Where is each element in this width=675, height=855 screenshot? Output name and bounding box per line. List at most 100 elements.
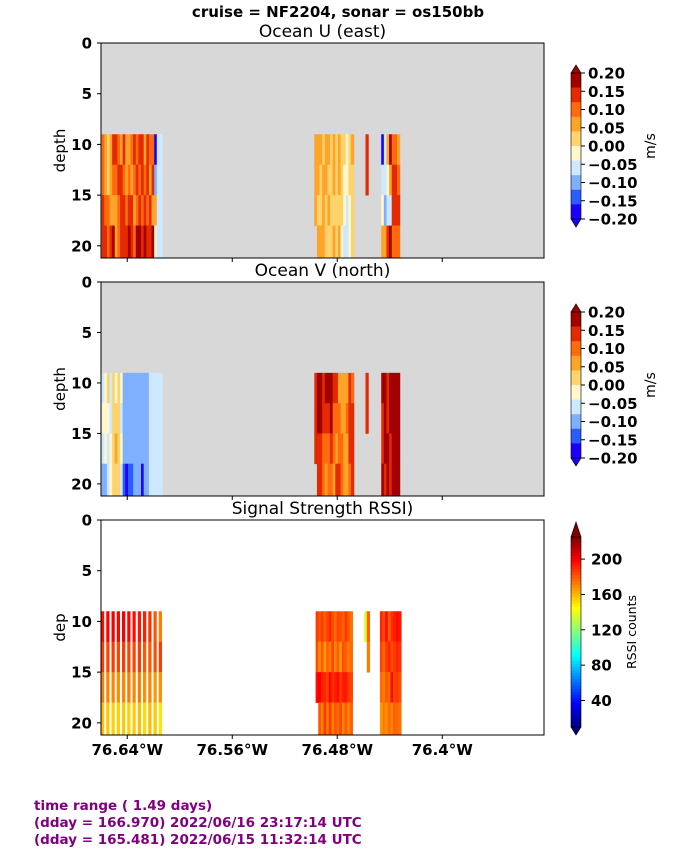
data-cell [367, 611, 370, 642]
colorbar-tick-label: 200 [591, 551, 622, 569]
time-range-line: time range ( 1.49 days) [34, 798, 362, 815]
figure: cruise = NF2204, sonar = os150bb Ocean U… [0, 0, 675, 855]
colorbar-segment [571, 312, 581, 327]
data-cell [106, 642, 109, 673]
colorbar-tick-label: 0.10 [588, 101, 625, 119]
data-cell [351, 403, 354, 434]
colorbar-segment [571, 670, 581, 674]
colorbar-segment [571, 721, 581, 725]
data-cell [143, 672, 146, 703]
data-cell [122, 642, 125, 673]
data-cell [397, 464, 400, 497]
data-cell [398, 703, 401, 736]
colorbar-tick-label: 0.15 [588, 83, 625, 101]
data-cell [138, 703, 141, 736]
colorbar-extend-min [571, 458, 581, 466]
colorbar-segment [571, 651, 581, 655]
colorbar-segment [571, 623, 581, 627]
colorbar-segment [571, 585, 581, 589]
colorbar-segment [571, 638, 581, 642]
data-cell [127, 672, 130, 703]
data-cell [148, 642, 151, 673]
data-cell [143, 642, 146, 673]
data-cell [397, 403, 400, 434]
y-tick-label: 15 [71, 187, 92, 205]
colorbar-segment [571, 400, 581, 415]
colorbar-tick-label: 40 [591, 692, 612, 710]
x-tick-label: 76.64°W [92, 741, 164, 759]
colorbar-extend-max [571, 522, 581, 537]
data-cell [351, 373, 354, 404]
y-tick-label: 10 [71, 374, 92, 392]
colorbar-tick-label: −0.05 [588, 395, 638, 413]
colorbar-segment [571, 594, 581, 598]
colorbar-tick-label: −0.20 [588, 211, 638, 229]
y-tick-label: 5 [82, 562, 92, 580]
data-cell [159, 672, 162, 703]
colorbar-segment [571, 680, 581, 684]
data-cell [143, 611, 146, 642]
colorbar-segment [571, 575, 581, 579]
y-tick-label: 0 [82, 512, 92, 530]
colorbar-segment [571, 161, 581, 176]
colorbar-segment [571, 443, 581, 458]
colorbar-tick-label: 0.20 [588, 304, 625, 322]
y-tick-label: 5 [82, 85, 92, 103]
data-cell [351, 433, 354, 464]
colorbar-segment [571, 635, 581, 639]
data-cell [351, 134, 354, 165]
colorbar-tick-label: 0.10 [588, 340, 625, 358]
data-cell [350, 642, 353, 673]
colorbar-tick-label: −0.05 [588, 156, 638, 174]
data-cell [397, 195, 400, 226]
colorbar-segment [571, 73, 581, 88]
data-cell [397, 165, 400, 196]
data-cell [117, 703, 120, 736]
colorbar-tick-label: 0.00 [588, 377, 625, 395]
colorbar-tick-label: 0.20 [588, 65, 625, 83]
data-cell [351, 226, 354, 259]
colorbar-segment [571, 429, 581, 444]
colorbar-segment [571, 547, 581, 551]
y-axis-label: dep [51, 613, 69, 641]
colorbar-segment [571, 699, 581, 703]
data-cell [154, 642, 157, 673]
colorbar-segment [571, 553, 581, 557]
colorbar-segment [571, 559, 581, 563]
colorbar-segment [571, 581, 581, 585]
data-cell [154, 611, 157, 642]
colorbar: 2001601208040RSSI counts [571, 522, 639, 735]
panel-title: Ocean U (east) [259, 22, 386, 42]
colorbar-segment [571, 88, 581, 103]
colorbar-extend-max [571, 304, 581, 312]
colorbar-segment [571, 102, 581, 117]
colorbar-segment [571, 629, 581, 633]
data-cell [351, 195, 354, 226]
data-cell [350, 611, 353, 642]
colorbar-tick-label: −0.20 [588, 450, 638, 468]
colorbar-segment [571, 131, 581, 146]
colorbar-segment [571, 385, 581, 400]
x-tick-label: 76.56°W [197, 741, 269, 759]
colorbar-tick-label: 120 [591, 621, 622, 639]
data-cell [112, 672, 115, 703]
colorbar-segment [571, 695, 581, 699]
data-cell [143, 703, 146, 736]
colorbar-segment [571, 414, 581, 429]
y-tick-label: 20 [71, 714, 92, 732]
colorbar-segment [571, 578, 581, 582]
colorbar-segment [571, 569, 581, 573]
colorbar-segment [571, 642, 581, 646]
data-cell [159, 134, 162, 165]
data-cell [350, 703, 353, 736]
data-cell [112, 611, 115, 642]
colorbar-segment [571, 613, 581, 617]
panel-title: Ocean V (north) [255, 261, 391, 281]
data-cell [365, 134, 368, 165]
y-tick-label: 15 [71, 664, 92, 682]
colorbar-segment [571, 607, 581, 611]
colorbar-segment [571, 341, 581, 356]
data-cell [133, 642, 136, 673]
data-cell [159, 373, 162, 404]
colorbar-segment [571, 190, 581, 205]
